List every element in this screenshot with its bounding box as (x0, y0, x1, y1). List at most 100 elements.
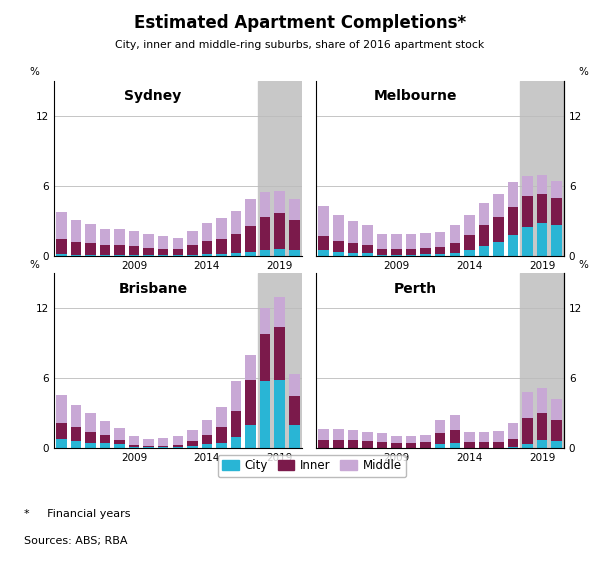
Bar (551, 420, 562, 442)
Bar (56, 254, 67, 256)
Bar (333, 216, 344, 241)
Bar (537, 388, 547, 413)
Bar (216, 239, 227, 254)
Bar (347, 440, 358, 448)
Bar (100, 244, 110, 255)
Bar (479, 442, 489, 447)
Bar (508, 439, 518, 447)
Bar (100, 255, 110, 256)
Bar (508, 447, 518, 449)
Bar (449, 253, 460, 256)
Bar (347, 253, 358, 256)
Bar (377, 255, 387, 256)
Text: Brisbane: Brisbane (118, 282, 188, 296)
Bar (231, 437, 241, 448)
Bar (56, 423, 67, 439)
Bar (71, 442, 81, 448)
Bar (319, 440, 329, 448)
Bar (245, 226, 256, 252)
Bar (202, 444, 212, 448)
Bar (274, 191, 285, 213)
Bar (56, 395, 67, 423)
Bar (391, 255, 402, 256)
Bar (173, 436, 183, 444)
Bar (85, 432, 95, 443)
Bar (187, 231, 197, 246)
Bar (520, 81, 564, 256)
Bar (143, 255, 154, 256)
Bar (173, 249, 183, 255)
Bar (258, 273, 302, 448)
Text: Perth: Perth (394, 282, 437, 296)
Bar (216, 407, 227, 427)
Bar (435, 420, 445, 434)
Bar (173, 255, 183, 256)
Bar (508, 182, 518, 206)
Bar (435, 247, 445, 254)
Bar (173, 444, 183, 447)
Bar (231, 254, 241, 256)
Bar (71, 220, 81, 241)
Bar (493, 217, 504, 241)
Bar (143, 446, 154, 447)
Bar (202, 254, 212, 256)
Bar (523, 227, 533, 256)
Bar (289, 396, 299, 425)
Bar (435, 434, 445, 444)
Bar (406, 436, 416, 443)
Text: %: % (29, 260, 39, 270)
Bar (129, 255, 139, 256)
Bar (347, 243, 358, 253)
Bar (231, 411, 241, 437)
Bar (85, 413, 95, 432)
Bar (245, 252, 256, 256)
Bar (523, 177, 533, 196)
Bar (245, 355, 256, 380)
Bar (274, 380, 285, 448)
Bar (158, 438, 169, 446)
Text: City, inner and middle-ring suburbs, share of 2016 apartment stock: City, inner and middle-ring suburbs, sha… (115, 40, 485, 50)
Bar (406, 233, 416, 249)
Bar (319, 250, 329, 256)
Bar (508, 206, 518, 235)
Bar (479, 447, 489, 448)
Bar (114, 229, 125, 244)
Bar (435, 254, 445, 256)
Bar (421, 435, 431, 442)
Bar (333, 429, 344, 440)
Bar (56, 239, 67, 254)
Bar (158, 236, 169, 249)
Bar (479, 203, 489, 225)
Bar (216, 218, 227, 239)
Bar (71, 242, 81, 255)
Bar (114, 444, 125, 448)
Bar (260, 308, 271, 334)
Bar (551, 442, 562, 448)
Bar (464, 250, 475, 256)
Bar (464, 432, 475, 442)
Bar (187, 442, 197, 446)
Bar (377, 442, 387, 448)
Text: %: % (29, 67, 39, 77)
Bar (449, 225, 460, 243)
Bar (274, 327, 285, 380)
Bar (143, 234, 154, 248)
Bar (187, 246, 197, 255)
Bar (129, 445, 139, 447)
Bar (129, 436, 139, 445)
Bar (391, 234, 402, 250)
Bar (406, 255, 416, 256)
Bar (85, 224, 95, 243)
Bar (289, 199, 299, 220)
Bar (406, 443, 416, 448)
Bar (377, 250, 387, 255)
Bar (493, 447, 504, 448)
Bar (391, 250, 402, 255)
Bar (537, 194, 547, 223)
Text: %: % (579, 260, 589, 270)
Text: Melbourne: Melbourne (374, 89, 457, 104)
Bar (158, 249, 169, 255)
Bar (202, 435, 212, 444)
Bar (260, 251, 271, 256)
Bar (362, 432, 373, 441)
